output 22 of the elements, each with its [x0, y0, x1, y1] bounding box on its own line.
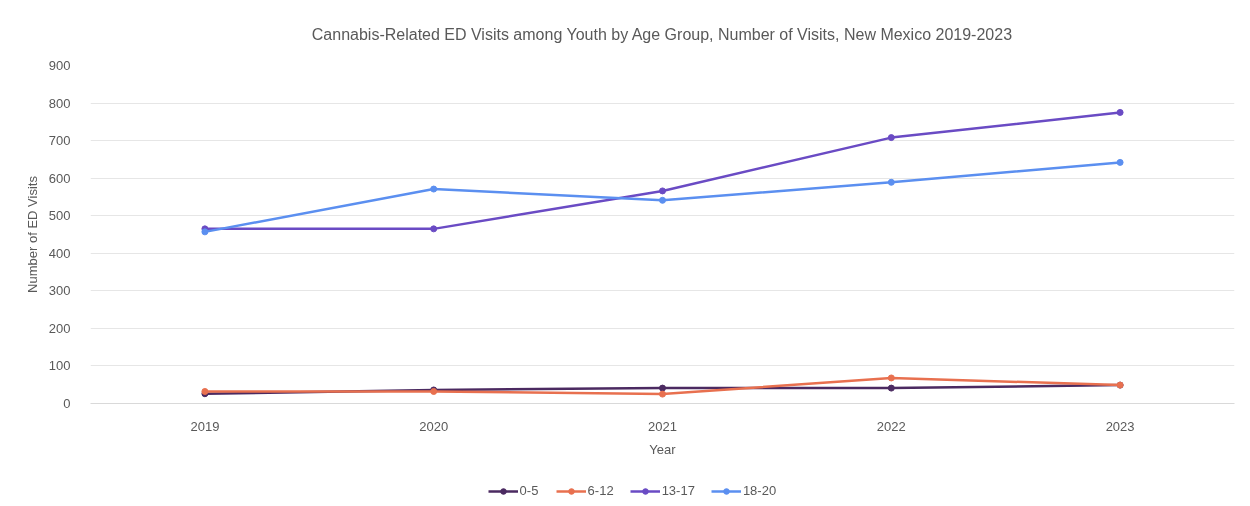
y-tick-label: 0: [63, 396, 71, 411]
y-tick-label: 100: [48, 358, 71, 374]
y-tick-label: 800: [48, 95, 71, 111]
legend-label: 0-5: [519, 483, 540, 498]
y-tick-label: 500: [48, 208, 71, 224]
x-tick-label: 2019: [190, 418, 220, 434]
chart-title: Cannabis-Related ED Visits among Youth by Age Group, Number of Visits, New Mexico 2019-2023: [311, 25, 1013, 43]
y-tick-label: 200: [48, 320, 71, 336]
y-axis-title: Number of ED Visits: [24, 175, 40, 293]
legend-label: 6-12: [587, 483, 614, 498]
y-tick-label: 400: [48, 245, 71, 261]
y-tick-label: 300: [48, 283, 71, 299]
x-tick-label: 2023: [1105, 418, 1135, 434]
y-tick-label: 700: [48, 133, 71, 149]
x-tick-label: 2021: [648, 418, 677, 434]
legend-label: 18-20: [742, 483, 777, 498]
legend-label: 13-17: [661, 483, 695, 498]
y-tick-label: 600: [48, 170, 71, 186]
y-tick-label: 900: [48, 58, 71, 73]
x-tick-label: 2020: [419, 418, 449, 434]
x-axis-title: Year: [649, 441, 677, 457]
x-tick-label: 2022: [876, 418, 906, 434]
